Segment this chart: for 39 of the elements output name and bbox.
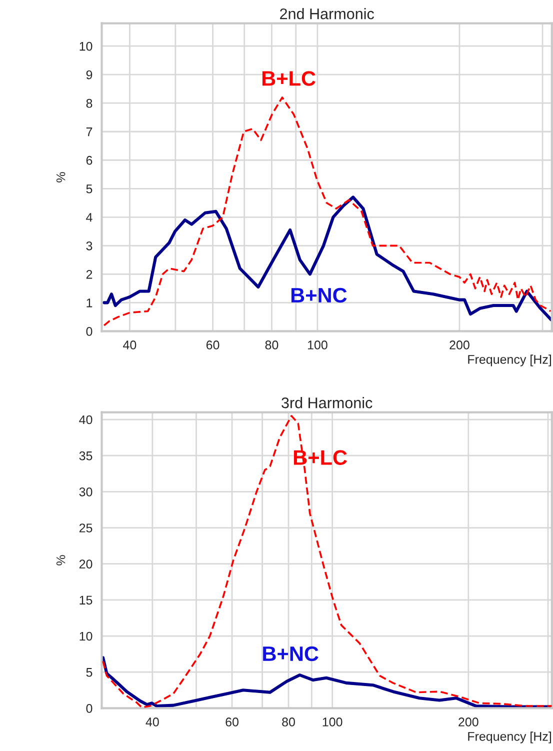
x-tick-label: 60	[226, 718, 238, 726]
y-tick-label: 35	[79, 451, 92, 460]
x-tick-label: 100	[308, 340, 328, 350]
y-tick-label: 40	[79, 415, 92, 424]
y-tick-label: 3	[86, 241, 92, 250]
y-tick-label: 6	[86, 156, 92, 165]
chart-title: 3rd Harmonic	[282, 397, 372, 408]
y-tick-label: 25	[79, 524, 92, 532]
y-tick-label: 4	[86, 213, 92, 222]
series-label: B+NC	[291, 288, 347, 303]
x-tick-label: 80	[282, 718, 295, 726]
y-tick-label: 0	[86, 326, 92, 336]
x-tick-label: 200	[450, 340, 470, 350]
chart-title: 2nd Harmonic	[280, 8, 374, 20]
x-axis-title: Frequency [Hz]	[468, 354, 552, 366]
x-tick-label: 40	[123, 340, 136, 350]
x-axis-title: Frequency [Hz]	[468, 732, 552, 744]
y-tick-label: 8	[86, 98, 92, 108]
x-tick-label: 40	[146, 718, 159, 726]
y-tick-label: 5	[86, 184, 92, 194]
series-label: B+NC	[263, 646, 318, 662]
y-tick-label: 9	[86, 70, 92, 80]
x-tick-label: 100	[322, 718, 342, 726]
y-tick-label: 30	[79, 487, 92, 496]
y-tick-label: 1	[86, 298, 92, 308]
y-tick-label: 20	[79, 560, 92, 569]
y-tick-label: 2	[86, 270, 92, 279]
y-tick-label: 10	[80, 42, 92, 51]
series-label: B+LC	[262, 71, 316, 86]
y-tick-label: 0	[86, 704, 92, 713]
x-tick-label: 60	[206, 340, 220, 350]
y-axis-title: %	[56, 172, 66, 182]
y-tick-label: 7	[86, 128, 92, 136]
y-tick-label: 10	[80, 632, 92, 641]
x-tick-label: 200	[458, 718, 478, 726]
y-tick-label: 15	[80, 596, 92, 605]
y-tick-label: 5	[86, 668, 92, 677]
x-tick-label: 80	[265, 340, 278, 350]
y-axis-title: %	[56, 555, 66, 566]
